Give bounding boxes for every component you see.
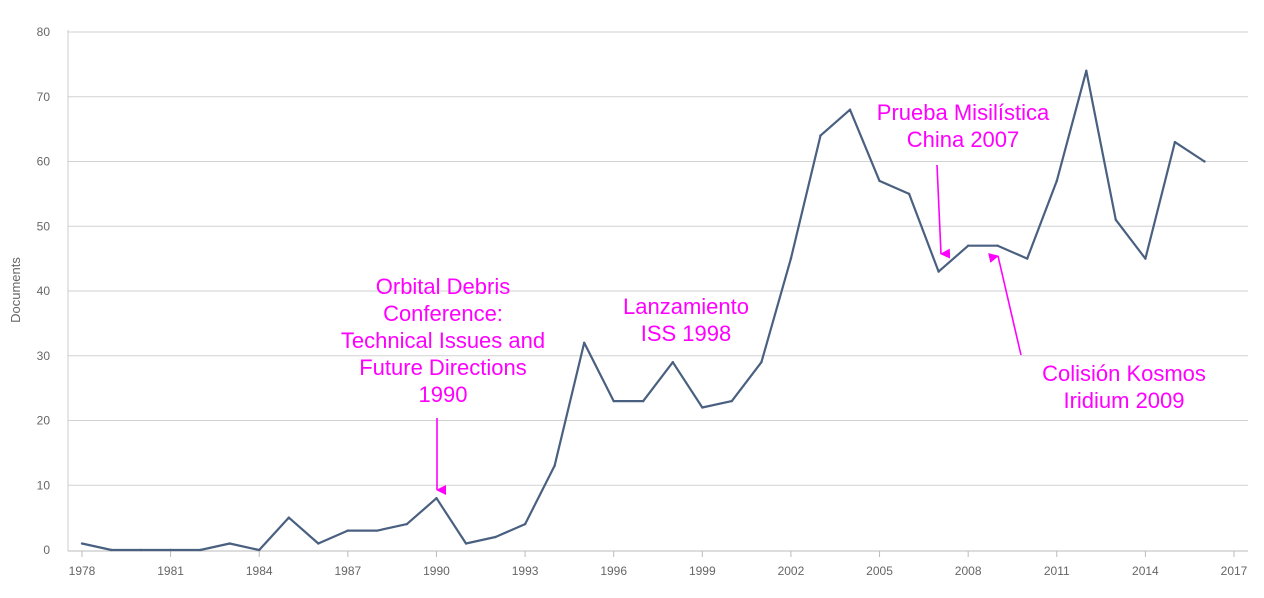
annotation-text: Orbital Debris [376,274,510,299]
annotation-text: 1990 [419,382,468,407]
x-tick-label: 2008 [955,564,982,578]
y-tick-label: 0 [43,543,50,557]
data-point [435,497,438,500]
x-tick-label: 2014 [1132,564,1159,578]
annotation-text: Prueba Misilística [877,100,1050,125]
y-axis-ticks: 0 10 20 30 40 50 60 70 80 [37,25,51,557]
grid-lines [68,31,1248,486]
data-point [671,361,674,364]
data-point [582,341,586,344]
data-point [819,134,822,137]
annotation-text: Colisión Kosmos [1042,361,1206,386]
data-point [80,542,84,545]
data-point [848,108,852,111]
data-point [1203,160,1206,163]
y-tick-label: 30 [37,349,51,363]
data-point [198,548,202,552]
data-point [1085,69,1088,73]
x-tick-label: 1996 [600,564,627,578]
y-tick-label: 40 [37,284,51,298]
data-point [346,529,350,532]
x-tick-label: 1981 [157,564,184,578]
x-tick-label: 2011 [1044,564,1070,578]
x-tick-label: 1993 [512,564,539,578]
x-tick-label: 1999 [689,564,716,578]
y-tick-label: 70 [37,90,51,104]
data-point [1055,179,1058,183]
data-point [169,548,172,552]
data-point [258,548,261,552]
y-tick-label: 60 [37,155,51,169]
annotation-text: Lanzamiento [623,294,749,319]
x-tick-label: 2005 [866,564,893,578]
data-point [464,542,468,545]
data-point [287,516,290,519]
y-axis-label: Documents [8,257,23,323]
x-tick-label: 1987 [334,564,361,578]
data-point [494,535,497,539]
data-point [730,399,734,403]
data-point [1144,257,1147,260]
data-point [1026,257,1029,260]
data-point [966,244,970,247]
data-point [937,270,940,273]
x-tick-label: 1978 [69,564,96,578]
data-point [642,399,645,403]
y-tick-label: 80 [37,25,51,39]
data-point [907,192,911,196]
data-point [376,529,379,532]
annotation-arrow [988,253,1022,356]
data-point [760,361,763,364]
x-tick-label: 1990 [423,564,450,578]
data-point [553,464,556,468]
data-point [110,548,113,552]
data-point [996,244,999,247]
x-tick-label: 2002 [778,564,805,578]
data-point [878,179,881,183]
series-group [80,69,1206,552]
data-point [228,542,231,545]
data-point [317,542,320,545]
data-point [139,548,143,552]
annotation-text: ISS 1998 [641,321,732,346]
x-tick-label: 1984 [246,564,273,578]
annotation-text: Future Directions [359,355,527,380]
annotation-text: Iridium 2009 [1063,388,1184,413]
data-point [523,522,527,526]
x-tick-label: 2017 [1221,564,1248,578]
data-point [789,257,793,260]
y-tick-label: 10 [37,478,51,492]
annotation-arrow [936,164,951,259]
data-point [1173,140,1177,144]
axes [67,30,1248,552]
data-point [405,522,409,526]
y-tick-label: 20 [37,414,51,428]
annotation-text: Technical Issues and [341,328,545,353]
data-point [612,399,615,403]
data-point [1114,218,1118,221]
annotation-text: China 2007 [907,127,1020,152]
y-tick-label: 50 [37,219,51,233]
x-axis-ticks: 1978 1981 1984 1987 1990 1993 1996 1999 2002 2005… [69,551,1248,578]
data-point [701,406,704,409]
annotation-text: Conference: [383,301,503,326]
